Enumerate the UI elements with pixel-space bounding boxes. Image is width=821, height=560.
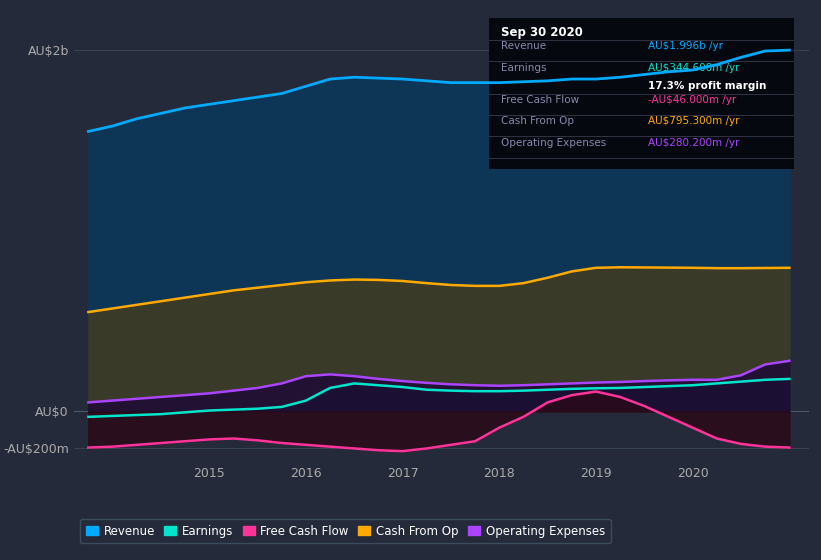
Legend: Revenue, Earnings, Free Cash Flow, Cash From Op, Operating Expenses: Revenue, Earnings, Free Cash Flow, Cash … [80, 519, 611, 543]
